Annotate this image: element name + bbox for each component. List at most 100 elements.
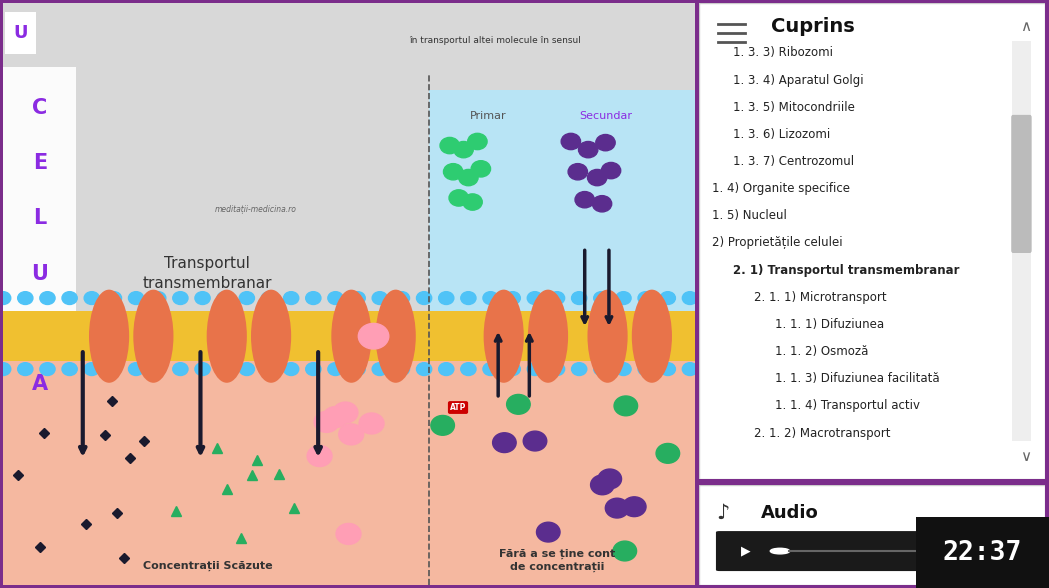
Ellipse shape — [528, 290, 569, 383]
Circle shape — [622, 497, 646, 517]
Text: 1. 1. 3) Difuziunea facilitată: 1. 1. 3) Difuziunea facilitată — [775, 372, 940, 385]
Circle shape — [682, 292, 698, 305]
Circle shape — [323, 407, 348, 427]
Text: 1. 5) Nucleul: 1. 5) Nucleul — [712, 209, 788, 222]
FancyBboxPatch shape — [3, 67, 76, 428]
Text: 1. 1. 2) Osmoză: 1. 1. 2) Osmoză — [775, 345, 869, 358]
Circle shape — [614, 396, 638, 416]
Circle shape — [314, 412, 339, 432]
FancyBboxPatch shape — [3, 361, 695, 585]
Text: 1. 3. 3) Ribozomi: 1. 3. 3) Ribozomi — [733, 46, 833, 59]
Text: Cuprins: Cuprins — [771, 17, 855, 36]
Circle shape — [173, 363, 188, 376]
Text: Audio: Audio — [761, 504, 818, 522]
Text: 2. 1. 2) Macrotransport: 2. 1. 2) Macrotransport — [754, 426, 891, 439]
Circle shape — [394, 363, 409, 376]
Circle shape — [506, 363, 520, 376]
Circle shape — [458, 169, 478, 186]
Circle shape — [151, 292, 166, 305]
FancyBboxPatch shape — [1011, 115, 1031, 253]
Circle shape — [660, 363, 676, 376]
Circle shape — [616, 363, 631, 376]
Circle shape — [0, 292, 10, 305]
Circle shape — [483, 363, 498, 376]
Circle shape — [550, 292, 564, 305]
Circle shape — [528, 292, 542, 305]
Circle shape — [40, 363, 56, 376]
Text: 2) Proprietățile celulei: 2) Proprietățile celulei — [712, 236, 843, 249]
Ellipse shape — [331, 290, 371, 383]
Circle shape — [128, 363, 144, 376]
Text: A: A — [31, 374, 48, 394]
Circle shape — [394, 292, 409, 305]
Text: 1. 3. 5) Mitocondriile: 1. 3. 5) Mitocondriile — [733, 101, 855, 113]
Circle shape — [463, 194, 483, 210]
Text: 2. 1) Transportul transmembranar: 2. 1) Transportul transmembranar — [733, 263, 960, 276]
Circle shape — [106, 292, 122, 305]
Text: 1. 3. 4) Aparatul Golgi: 1. 3. 4) Aparatul Golgi — [733, 74, 864, 86]
Circle shape — [596, 135, 615, 151]
Circle shape — [507, 395, 530, 414]
Ellipse shape — [587, 290, 627, 383]
Circle shape — [591, 475, 614, 495]
Circle shape — [572, 292, 586, 305]
Circle shape — [444, 163, 463, 180]
Text: 1. 4) Organite specifice: 1. 4) Organite specifice — [712, 182, 851, 195]
FancyBboxPatch shape — [699, 485, 1045, 585]
Text: meditații-medicina.ro: meditații-medicina.ro — [215, 205, 297, 214]
Circle shape — [350, 292, 365, 305]
Circle shape — [523, 431, 547, 451]
Text: 0:00:00 / 1:11:05: 0:00:00 / 1:11:05 — [939, 547, 1016, 556]
Circle shape — [40, 292, 56, 305]
Circle shape — [660, 292, 676, 305]
Ellipse shape — [484, 290, 523, 383]
FancyBboxPatch shape — [3, 312, 695, 361]
Circle shape — [106, 363, 122, 376]
Circle shape — [0, 363, 10, 376]
Text: 22:37: 22:37 — [943, 540, 1022, 566]
Text: 1. 3. 6) Lizozomi: 1. 3. 6) Lizozomi — [733, 128, 831, 141]
Text: ▶: ▶ — [741, 544, 750, 557]
Circle shape — [575, 192, 595, 208]
Circle shape — [587, 169, 607, 186]
Circle shape — [594, 292, 608, 305]
Text: Fără a se ține cont
de concentrații: Fără a se ține cont de concentrații — [499, 549, 615, 573]
Circle shape — [261, 292, 277, 305]
Circle shape — [616, 292, 631, 305]
Circle shape — [561, 133, 580, 149]
Ellipse shape — [89, 290, 129, 383]
Circle shape — [84, 363, 100, 376]
Text: 1. 1. 4) Transportul activ: 1. 1. 4) Transportul activ — [775, 399, 920, 412]
Circle shape — [506, 292, 520, 305]
FancyBboxPatch shape — [3, 3, 695, 340]
Text: ♪: ♪ — [716, 503, 729, 523]
Text: L: L — [34, 208, 46, 228]
Circle shape — [613, 541, 637, 561]
Circle shape — [416, 292, 432, 305]
Text: ◄): ◄) — [1015, 546, 1029, 556]
Circle shape — [682, 363, 698, 376]
Ellipse shape — [207, 290, 247, 383]
Circle shape — [461, 363, 476, 376]
Circle shape — [173, 292, 188, 305]
Text: 2. 1. 1) Microtransport: 2. 1. 1) Microtransport — [754, 291, 886, 304]
Circle shape — [601, 162, 621, 179]
Text: Concentrații Scăzute: Concentrații Scăzute — [143, 561, 272, 571]
Circle shape — [18, 363, 33, 376]
FancyBboxPatch shape — [916, 517, 1049, 588]
Circle shape — [605, 498, 628, 518]
Text: U: U — [14, 24, 27, 42]
Circle shape — [359, 323, 389, 349]
Circle shape — [431, 416, 454, 435]
Circle shape — [372, 363, 387, 376]
Text: U: U — [31, 263, 48, 283]
Circle shape — [239, 292, 255, 305]
Circle shape — [307, 446, 333, 466]
Circle shape — [283, 363, 299, 376]
Circle shape — [471, 161, 491, 177]
Circle shape — [572, 363, 586, 376]
Circle shape — [333, 402, 358, 423]
Circle shape — [593, 196, 612, 212]
Text: 1. 3. 7) Centrozomul: 1. 3. 7) Centrozomul — [733, 155, 854, 168]
Circle shape — [350, 363, 365, 376]
